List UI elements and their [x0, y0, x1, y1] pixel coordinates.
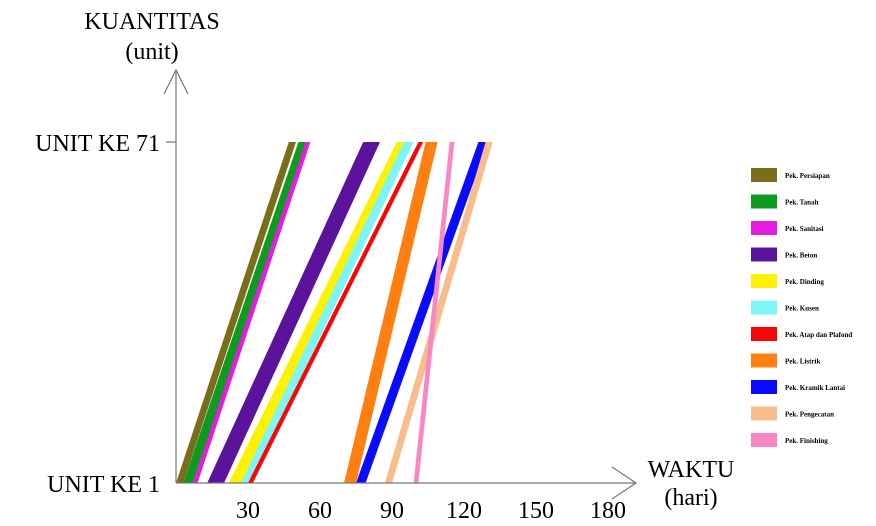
y-axis-title-line2: (unit): [125, 39, 178, 65]
series-band-11: [413, 142, 455, 483]
legend-label-4: Pek. Beton: [785, 252, 817, 260]
legend-swatch-1: [751, 168, 777, 182]
legend-label-1: Pek. Persiapan: [785, 172, 830, 180]
series-bands: [176, 142, 493, 483]
legend-swatch-10: [751, 406, 777, 421]
x-tick-label-30: 30: [236, 498, 260, 524]
legend-swatch-7: [751, 327, 777, 341]
legend-swatch-4: [751, 247, 777, 262]
legend: Pek. Persiapan Pek. Tanah Pek. Sanitasi Pek…: [751, 168, 852, 447]
legend-swatch-11: [751, 433, 777, 447]
legend-swatch-6: [751, 300, 777, 315]
x-tick-label-120: 120: [446, 498, 482, 524]
y-axis-title-line1: KUANTITAS: [84, 9, 219, 35]
y-axis-arrow: [163, 68, 189, 95]
legend-swatch-3: [751, 221, 777, 235]
legend-label-2: Pek. Tanah: [785, 199, 819, 207]
legend-label-3: Pek. Sanitasi: [785, 225, 824, 233]
legend-label-9: Pek. Kramik Lantai: [785, 384, 845, 392]
series-band-8: [344, 142, 438, 483]
series-band-10: [384, 142, 493, 483]
legend-label-7: Pek. Atap dan Plafond: [785, 331, 852, 339]
series-band-9: [356, 142, 488, 483]
x-tick-labels: 30 60 90 120 150 180: [236, 498, 626, 524]
series-band-4: [207, 142, 380, 483]
x-axis-title-line2: (hari): [664, 485, 717, 511]
x-tick-label-90: 90: [380, 498, 404, 524]
series-band-6: [240, 142, 414, 483]
series-band-1: [176, 142, 296, 483]
y-tick-label-unit-1: UNIT KE 1: [47, 472, 160, 498]
x-tick-label-150: 150: [518, 498, 554, 524]
series-band-2: [183, 142, 308, 483]
x-axis-arrow: [611, 466, 638, 500]
legend-label-5: Pek. Dinding: [785, 278, 824, 286]
series-band-7: [248, 142, 424, 483]
y-tick-label-unit-71: UNIT KE 71: [35, 131, 160, 157]
legend-swatch-9: [751, 380, 777, 394]
legend-label-11: Pek. Finishing: [785, 437, 828, 445]
series-band-3: [192, 142, 311, 483]
x-tick-label-60: 60: [308, 498, 332, 524]
legend-label-8: Pek. Listrik: [785, 358, 820, 366]
legend-swatch-5: [751, 274, 777, 288]
x-axis-title-line1: WAKTU: [648, 457, 735, 483]
legend-swatch-2: [751, 194, 777, 209]
legend-label-6: Pek. Kusen: [785, 305, 819, 313]
y-tick-labels: UNIT KE 71 UNIT KE 1: [35, 131, 160, 498]
legend-label-10: Pek. Pengecatan: [785, 411, 834, 419]
axis-titles: KUANTITAS (unit) WAKTU (hari): [84, 9, 734, 511]
axes: [163, 68, 638, 500]
legend-swatch-8: [751, 353, 777, 368]
x-tick-label-180: 180: [590, 498, 626, 524]
